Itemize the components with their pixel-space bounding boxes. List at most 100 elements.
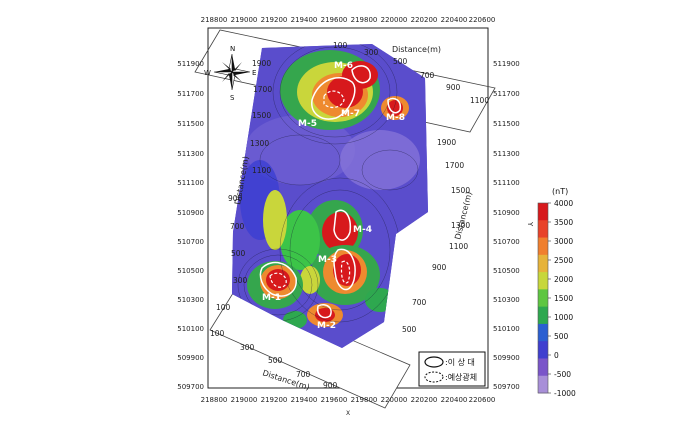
x-tick-bottom: 219400 — [291, 396, 318, 404]
dist-right-tick: 700 — [412, 298, 427, 307]
x-tick-bottom: 219200 — [261, 396, 288, 404]
dist-left-tick: 100 — [216, 303, 231, 312]
x-tick-bottom: 219000 — [231, 396, 258, 404]
y-tick-left: 510100 — [177, 325, 204, 333]
dist-bottom-tick: 100 — [210, 329, 225, 338]
x-tick-bottom: 218800 — [201, 396, 228, 404]
x-tick-top: 219800 — [351, 16, 378, 24]
compass-s: S — [230, 94, 235, 102]
dist-right-tick: 1500 — [451, 186, 470, 195]
legend-anomaly-label: :이 상 대 — [445, 357, 475, 367]
anomaly-legend-icon — [424, 356, 444, 368]
compass-e: E — [252, 69, 256, 77]
y-ticks-left: 511900 511700 511500 511300 511100 51090… — [177, 60, 204, 391]
y-tick-right: 511100 — [493, 179, 520, 187]
colorbar-swatch — [538, 358, 548, 377]
x-tick-top: 220000 — [381, 16, 408, 24]
dist-right-tick: 500 — [402, 325, 417, 334]
colorbar-tick-label: 2500 — [554, 256, 573, 265]
zone-label-m1: M-1 — [262, 293, 281, 303]
dist-left-tick: 1500 — [252, 111, 271, 120]
dist-top-tick: 1100 — [470, 96, 489, 105]
x-tick-top: 219000 — [231, 16, 258, 24]
colorbar-tick-label: 1000 — [554, 313, 573, 322]
y-tick-right: 510900 — [493, 209, 520, 217]
dist-bottom-tick: 300 — [240, 343, 255, 352]
colorbar-tick-label: 0 — [554, 351, 559, 360]
y-tick-left: 511700 — [177, 90, 204, 98]
compass-w: W — [204, 69, 211, 77]
colorbar-swatch — [538, 203, 548, 221]
dist-bottom-tick: 500 — [268, 356, 283, 365]
expected-ore-outlines — [269, 90, 351, 288]
dist-right-tick: 1300 — [451, 221, 470, 230]
colorbar-tick-label: 3500 — [554, 218, 573, 227]
colorbar-tick-label: 3000 — [554, 237, 573, 246]
colorbar: (nT) 4000 3500 3000 2500 2000 1500 1000 500 0 -50… — [537, 187, 576, 398]
dist-left-tick: 1300 — [250, 139, 269, 148]
x-tick-top: 220200 — [411, 16, 438, 24]
y-tick-right: 510700 — [493, 238, 520, 246]
x-ticks-bottom: 218800 219000 219200 219400 219600 21980… — [201, 396, 496, 417]
y-tick-right: 510100 — [493, 325, 520, 333]
y-tick-left: 509700 — [177, 383, 204, 391]
zone-label-m4: M-4 — [353, 225, 372, 235]
dist-left-tick: 1100 — [252, 166, 271, 175]
colorbar-tick-label: -500 — [554, 370, 571, 379]
dist-left-tick: 1700 — [253, 85, 272, 94]
legend-expected-label: :예상광체 — [445, 372, 477, 382]
dist-top-tick: 500 — [393, 57, 408, 66]
dist-right-tick: 1700 — [445, 161, 464, 170]
y-tick-left: 510900 — [177, 209, 204, 217]
colorbar-swatch — [538, 375, 548, 394]
x-tick-bottom: 219800 — [351, 396, 378, 404]
compass-n: N — [230, 45, 235, 53]
colorbar-tick-label: 4000 — [554, 199, 573, 208]
x-tick-bottom: 220000 — [381, 396, 408, 404]
dist-left-tick: 700 — [230, 222, 245, 231]
x-ticks-top: 218800 219000 219200 219400 219600 21980… — [201, 16, 496, 24]
zone-label-m3: M-3 — [318, 255, 337, 265]
colorbar-tick-label: 1500 — [554, 294, 573, 303]
colorbar-swatch — [538, 272, 548, 290]
dist-right-tick: 1100 — [449, 242, 468, 251]
colorbar-tick-label: 500 — [554, 332, 569, 341]
dist-top-tick: 100 — [333, 41, 348, 50]
dist-right-tick: 1900 — [437, 138, 456, 147]
dist-label-top: Distance(m) — [392, 45, 441, 54]
dist-right-tick: 900 — [432, 263, 447, 272]
colorbar-unit: (nT) — [552, 187, 568, 196]
y-tick-right: 511500 — [493, 120, 520, 128]
x-tick-bottom: 220600 — [469, 396, 496, 404]
dist-left-tick: 500 — [231, 249, 246, 258]
y-tick-right: 509900 — [493, 354, 520, 362]
dist-left-tick: 900 — [228, 194, 243, 203]
x-tick-top: 218800 — [201, 16, 228, 24]
dist-bottom-tick: 700 — [296, 370, 311, 379]
y-tick-right: 511300 — [493, 150, 520, 158]
dist-left-tick: 1900 — [252, 59, 271, 68]
x-tick-top: 220600 — [469, 16, 496, 24]
legend-box: :이 상 대 :예상광체 — [418, 351, 486, 387]
y-ticks-right: 511900 511700 511500 511300 511100 51090… — [493, 60, 520, 391]
dist-top-tick: 700 — [420, 71, 435, 80]
y-tick-left: 511500 — [177, 120, 204, 128]
y-tick-right: 509700 — [493, 383, 520, 391]
zone-label-m7: M-7 — [341, 109, 360, 119]
x-tick-top: 219600 — [321, 16, 348, 24]
zone-label-m6: M-6 — [334, 61, 353, 71]
colorbar-ticks: 4000 3500 3000 2500 2000 1500 1000 500 0 -500 -100… — [548, 199, 576, 398]
colorbar-swatch — [538, 306, 548, 325]
y-axis-label: Y — [526, 221, 534, 227]
x-tick-bottom: 220400 — [441, 396, 468, 404]
y-tick-right: 511900 — [493, 60, 520, 68]
y-tick-left: 510700 — [177, 238, 204, 246]
x-axis-label: X — [346, 410, 350, 417]
colorbar-swatch — [538, 323, 548, 342]
x-tick-top: 220400 — [441, 16, 468, 24]
zone-label-m5: M-5 — [298, 119, 317, 129]
expected-legend-icon — [424, 371, 444, 383]
y-tick-right: 510300 — [493, 296, 520, 304]
